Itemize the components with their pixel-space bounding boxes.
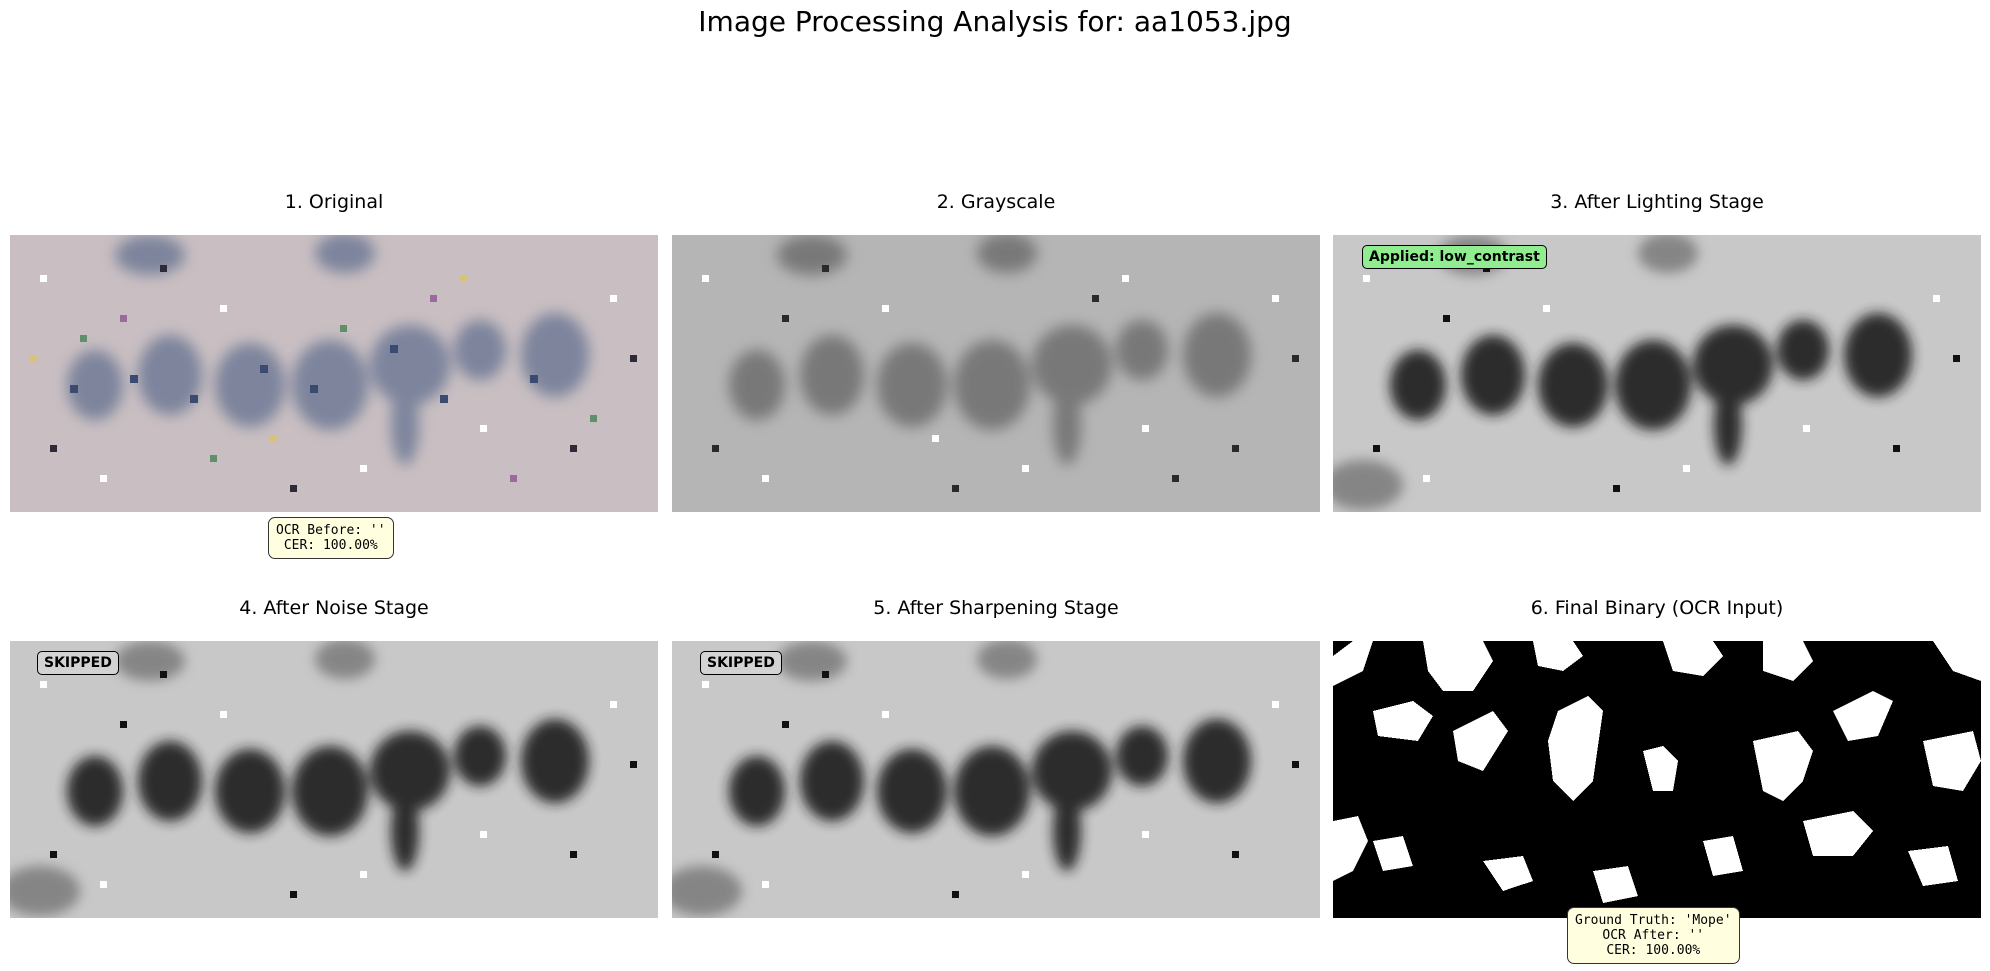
panel-title-sharpening: 5. After Sharpening Stage: [873, 597, 1119, 619]
skipped-badge-noise: SKIPPED: [37, 651, 119, 675]
ocr-after-text: OCR After: '': [1602, 928, 1705, 943]
panel-title-original: 1. Original: [284, 191, 384, 213]
ocr-before-text: OCR Before: '': [276, 523, 386, 538]
image-noise: [10, 641, 658, 918]
panel-title-binary: 6. Final Binary (OCR Input): [1530, 597, 1784, 619]
panel-title-noise: 4. After Noise Stage: [239, 597, 429, 619]
image-lighting: [1333, 235, 1981, 512]
ocr-before-box: OCR Before: '' CER: 100.00%: [268, 517, 394, 559]
figure-title: Image Processing Analysis for: aa1053.jp…: [698, 5, 1292, 38]
ocr-after-box: Ground Truth: 'Mope' OCR After: '' CER: …: [1567, 907, 1740, 964]
image-sharpening: [672, 641, 1320, 918]
image-final-binary: [1333, 641, 1981, 918]
cer-after-text: CER: 100.00%: [1606, 943, 1701, 958]
cer-before-text: CER: 100.00%: [283, 538, 378, 553]
ground-truth-text: Ground Truth: 'Mope': [1575, 913, 1732, 928]
applied-badge: Applied: low_contrast: [1362, 245, 1547, 269]
image-grayscale: [672, 235, 1320, 512]
skipped-badge-sharpening: SKIPPED: [700, 651, 782, 675]
image-original: [10, 235, 658, 512]
panel-title-lighting: 3. After Lighting Stage: [1550, 191, 1764, 213]
panel-title-grayscale: 2. Grayscale: [936, 191, 1056, 213]
